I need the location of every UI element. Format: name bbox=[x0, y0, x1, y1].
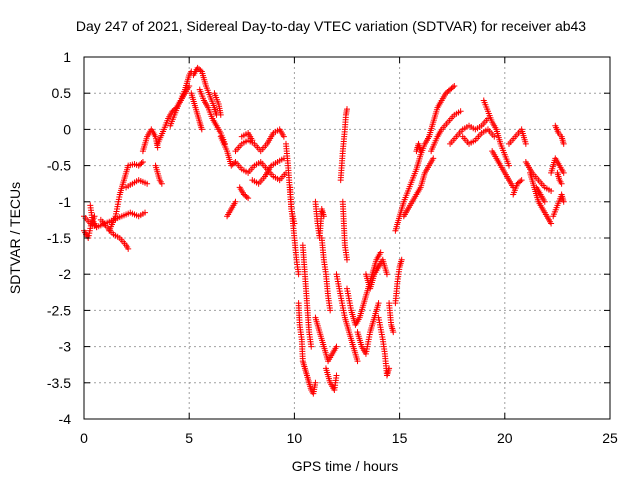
data-point bbox=[333, 343, 340, 350]
data-point bbox=[548, 220, 555, 227]
data-point bbox=[125, 245, 132, 252]
data-point bbox=[295, 271, 302, 278]
data-point bbox=[142, 209, 149, 216]
data-series-sdtvar bbox=[81, 64, 567, 397]
data-point bbox=[93, 224, 100, 231]
data-point bbox=[139, 158, 146, 165]
data-point bbox=[312, 379, 319, 386]
y-tick-label: -3.5 bbox=[47, 375, 71, 391]
data-point bbox=[327, 307, 334, 314]
data-point bbox=[144, 180, 151, 187]
data-point bbox=[451, 82, 458, 89]
data-point bbox=[377, 249, 384, 256]
data-point bbox=[232, 198, 239, 205]
data-point bbox=[231, 160, 238, 167]
data-point bbox=[558, 180, 565, 187]
data-point bbox=[198, 126, 205, 133]
x-tick-label: 0 bbox=[80, 430, 88, 446]
data-point bbox=[560, 169, 567, 176]
y-tick-label: -0.5 bbox=[47, 158, 71, 174]
data-point bbox=[138, 160, 145, 167]
y-tick-label: 0 bbox=[63, 121, 71, 137]
data-point bbox=[398, 256, 405, 263]
data-point bbox=[518, 177, 525, 184]
y-tick-label: -3 bbox=[59, 339, 72, 355]
x-tick-label: 5 bbox=[185, 430, 193, 446]
data-point bbox=[197, 67, 204, 74]
data-point bbox=[491, 133, 498, 140]
data-point bbox=[243, 193, 250, 200]
y-tick-label: 1 bbox=[63, 49, 71, 65]
data-point bbox=[344, 106, 350, 113]
data-point bbox=[217, 111, 224, 118]
x-tick-label: 15 bbox=[392, 430, 408, 446]
y-tick-label: -1 bbox=[59, 194, 72, 210]
data-point bbox=[344, 256, 350, 263]
data-point bbox=[186, 82, 193, 89]
data-point bbox=[308, 343, 315, 350]
data-point bbox=[430, 155, 437, 162]
data-point bbox=[506, 162, 513, 169]
data-point bbox=[375, 300, 382, 307]
data-point bbox=[383, 271, 390, 278]
data-point bbox=[457, 108, 464, 115]
y-tick-label: -4 bbox=[59, 411, 72, 427]
data-point bbox=[354, 358, 361, 365]
data-point bbox=[158, 180, 165, 187]
data-point bbox=[245, 195, 252, 202]
data-point bbox=[386, 365, 393, 372]
data-point bbox=[249, 137, 256, 144]
data-point bbox=[417, 148, 424, 155]
data-point bbox=[548, 187, 555, 194]
data-point bbox=[449, 84, 456, 91]
data-point bbox=[560, 198, 567, 205]
y-tick-label: -1.5 bbox=[47, 230, 71, 246]
x-tick-label: 10 bbox=[287, 430, 303, 446]
x-tick-label: 20 bbox=[497, 430, 513, 446]
data-point bbox=[517, 178, 524, 185]
y-tick-label: -2.5 bbox=[47, 302, 71, 318]
data-point bbox=[522, 140, 529, 147]
data-point bbox=[280, 133, 287, 140]
data-point bbox=[541, 198, 548, 205]
y-axis-label: SDTVAR / TECUs bbox=[7, 182, 23, 294]
data-point bbox=[291, 220, 298, 227]
chart-title: Day 247 of 2021, Sidereal Day-to-day VTE… bbox=[76, 18, 586, 34]
grid bbox=[84, 57, 610, 419]
data-point bbox=[390, 329, 397, 336]
y-tick-label: 0.5 bbox=[52, 85, 72, 101]
axis-ticks: 0 5 10 15 20 25 -4 -3.5 -3 -2.5 -2 -1.5 -1 -0.5 0 0.5 1 bbox=[47, 49, 618, 446]
x-tick-label: 25 bbox=[602, 430, 618, 446]
y-tick-label: -2 bbox=[59, 266, 72, 282]
x-axis-label: GPS time / hours bbox=[292, 458, 399, 474]
data-point bbox=[560, 140, 567, 147]
data-point bbox=[333, 372, 340, 379]
data-point bbox=[320, 213, 327, 220]
